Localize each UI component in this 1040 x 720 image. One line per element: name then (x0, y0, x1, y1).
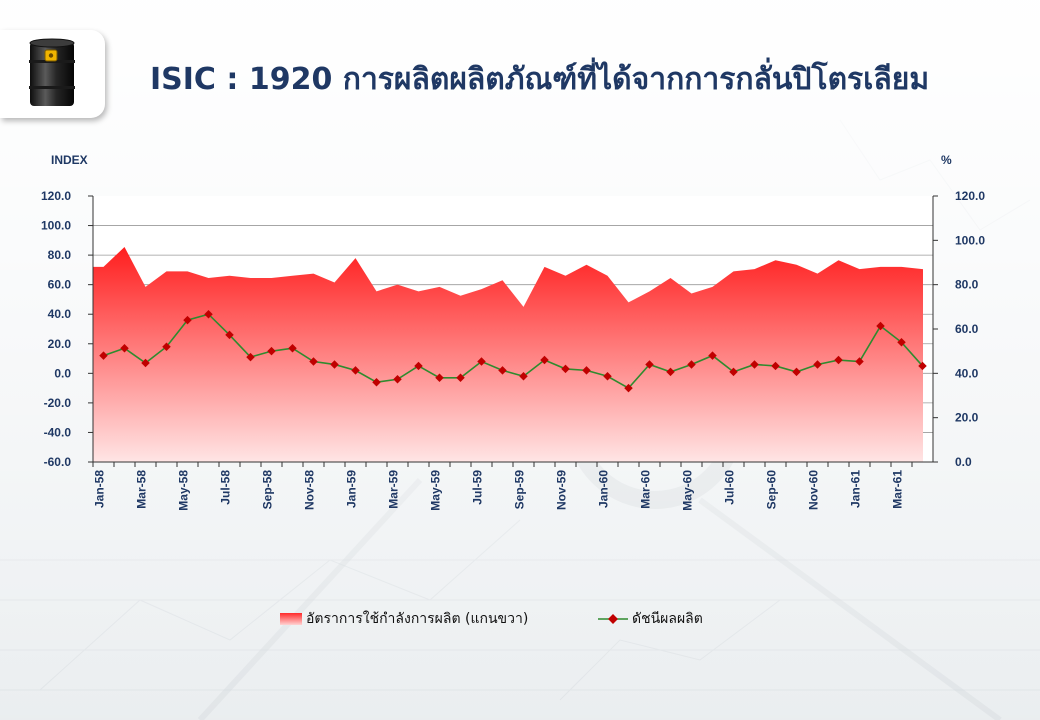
x-tick-label: Jan-61 (849, 470, 863, 508)
y-axis-left-ticks: 120.0 100.0 80.0 60.0 40.0 20.0 0.0 -20.0 -40.0 -… (41, 189, 93, 469)
data-point-marker (498, 366, 507, 375)
x-tick-label: Sep-60 (765, 470, 779, 510)
data-point-marker (792, 367, 801, 377)
y-tick-label-right: 20.0 (955, 411, 979, 425)
y-tick-label-right: 100.0 (955, 233, 985, 247)
x-tick-label: Jan-58 (93, 470, 107, 508)
chart-legend: อัตราการใช้กำลังการผลิต (แกนขวา) ดัชนีผล… (280, 608, 750, 632)
logo-box (0, 30, 105, 118)
data-point-marker (708, 351, 717, 360)
x-tick-label: Jan-59 (345, 470, 359, 508)
production-index-line (103, 313, 924, 390)
y-tick-label-left: 60.0 (48, 278, 72, 292)
data-point-marker (435, 373, 444, 383)
data-point-marker (456, 373, 465, 383)
legend-swatch-line (598, 614, 628, 624)
chart-area: 120.0 100.0 80.0 60.0 40.0 20.0 0.0 -20.0 -40.0 -… (41, 153, 985, 511)
x-tick-label: Mar-61 (891, 470, 905, 509)
y-tick-label-left: -40.0 (44, 425, 72, 439)
data-point-marker (855, 357, 864, 366)
data-point-marker (351, 366, 360, 375)
legend-item-index: ดัชนีผลผลิต (598, 608, 703, 630)
oil-barrel-icon (29, 38, 75, 106)
capacity-utilization-area (93, 246, 923, 462)
data-point-marker (288, 343, 297, 353)
data-point-marker (393, 375, 402, 384)
x-tick-label: May-60 (681, 470, 695, 511)
page-title: ISIC : 1920 การผลิตผลิตภัณฑ์ที่ได้จากการ… (150, 62, 930, 97)
right-axis-unit: % (941, 153, 952, 167)
y-tick-label-left: 120.0 (41, 189, 71, 203)
y-tick-label-left: 20.0 (48, 337, 72, 351)
data-point-marker (183, 315, 192, 325)
data-point-marker (624, 383, 633, 393)
x-tick-label: Jul-58 (219, 470, 233, 505)
data-point-marker (204, 309, 213, 319)
data-point-marker (120, 343, 129, 353)
data-point-marker (330, 360, 339, 369)
x-tick-label: Nov-59 (555, 470, 569, 510)
data-point-marker (666, 367, 675, 377)
x-tick-label: Jan-60 (597, 470, 611, 508)
data-point-marker (582, 366, 591, 375)
data-point-marker (225, 330, 234, 340)
data-point-marker (561, 364, 570, 374)
x-axis-ticks: Jan-58 Mar-58 May-58 Jul-58 Sep-58 Nov-58 Jan-… (92, 462, 913, 511)
data-point-marker (246, 352, 255, 362)
y-tick-label-right: 80.0 (955, 278, 979, 292)
data-point-marker (414, 361, 423, 371)
y-axis-right-ticks: 120.0 100.0 80.0 60.0 40.0 20.0 0.0 (933, 189, 985, 469)
x-tick-label: Nov-60 (807, 470, 821, 510)
data-point-marker (99, 351, 108, 360)
x-tick-label: Sep-59 (513, 470, 527, 510)
y-tick-label-right: 60.0 (955, 322, 979, 336)
x-tick-label: Nov-58 (303, 470, 317, 510)
x-tick-label: Mar-59 (387, 470, 401, 509)
x-tick-label: Mar-58 (135, 470, 149, 509)
x-tick-label: Jul-59 (471, 470, 485, 505)
legend-item-capacity: อัตราการใช้กำลังการผลิต (แกนขวา) (280, 608, 528, 630)
data-point-marker (729, 367, 738, 377)
y-tick-label-left: 80.0 (48, 248, 72, 262)
y-tick-label-right: 0.0 (955, 455, 972, 469)
x-tick-label: Jul-60 (723, 470, 737, 505)
x-tick-label: May-58 (177, 470, 191, 511)
y-tick-label-left: 100.0 (41, 219, 71, 233)
data-point-marker (267, 346, 276, 356)
x-tick-label: Sep-58 (261, 470, 275, 510)
y-tick-label-left: 40.0 (48, 307, 72, 321)
x-tick-label: Mar-60 (639, 470, 653, 509)
data-point-marker (372, 377, 381, 387)
left-axis-unit: INDEX (51, 153, 88, 167)
legend-label-index: ดัชนีผลผลิต (632, 611, 703, 627)
data-point-marker (309, 357, 318, 366)
x-tick-label: May-59 (429, 470, 443, 511)
legend-label-capacity: อัตราการใช้กำลังการผลิต (แกนขวา) (306, 611, 529, 627)
y-tick-label-right: 40.0 (955, 366, 979, 380)
y-tick-label-right: 120.0 (955, 189, 985, 203)
data-point-marker (477, 357, 486, 366)
data-point-marker (141, 358, 150, 368)
y-tick-label-left: 0.0 (54, 366, 71, 380)
legend-swatch-area (280, 613, 302, 625)
y-tick-label-left: -20.0 (44, 396, 72, 410)
y-tick-label-left: -60.0 (44, 455, 72, 469)
data-point-marker (162, 342, 171, 351)
